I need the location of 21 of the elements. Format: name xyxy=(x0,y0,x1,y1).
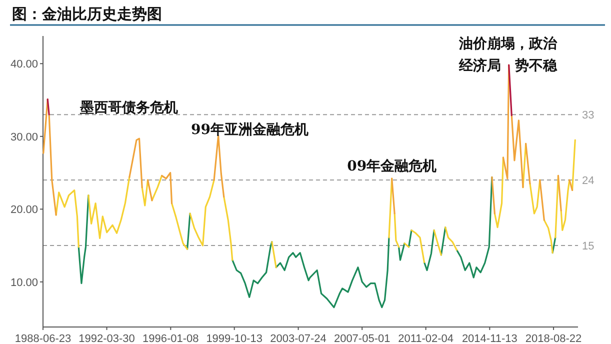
annotation: 墨西哥债务危机 xyxy=(79,100,178,116)
x-tick-label: 1996-01-08 xyxy=(142,333,199,344)
y-tick-label: 20.00 xyxy=(10,204,38,216)
x-tick-label: 1999-10-13 xyxy=(206,333,262,344)
ref-line-label: 15 xyxy=(582,240,594,253)
x-tick-label: 2007-05-01 xyxy=(334,333,390,344)
x-tick-label: 2018-08-22 xyxy=(525,333,582,344)
annotation: 油价崩塌，政治经济局势不稳 xyxy=(458,36,558,74)
chart-title: 图：金油比历史走势图 xyxy=(12,5,162,23)
y-tick-label: 10.00 xyxy=(10,276,38,289)
x-tick-label: 2011-02-04 xyxy=(398,333,454,344)
ref-line-label: 33 xyxy=(582,110,594,122)
annotation: 09年金融危机 xyxy=(347,158,437,175)
annotation: 99年亚洲金融危机 xyxy=(191,122,308,138)
y-tick-label: 40.00 xyxy=(10,58,38,71)
x-tick-label: 1992-03-30 xyxy=(78,333,135,344)
x-tick-label: 2003-07-24 xyxy=(270,333,326,344)
ref-line-label: 24 xyxy=(582,175,594,188)
x-tick-label: 2014-11-13 xyxy=(462,333,518,344)
x-tick-label: 1988-06-23 xyxy=(14,333,72,344)
y-tick-label: 30.00 xyxy=(10,131,38,144)
